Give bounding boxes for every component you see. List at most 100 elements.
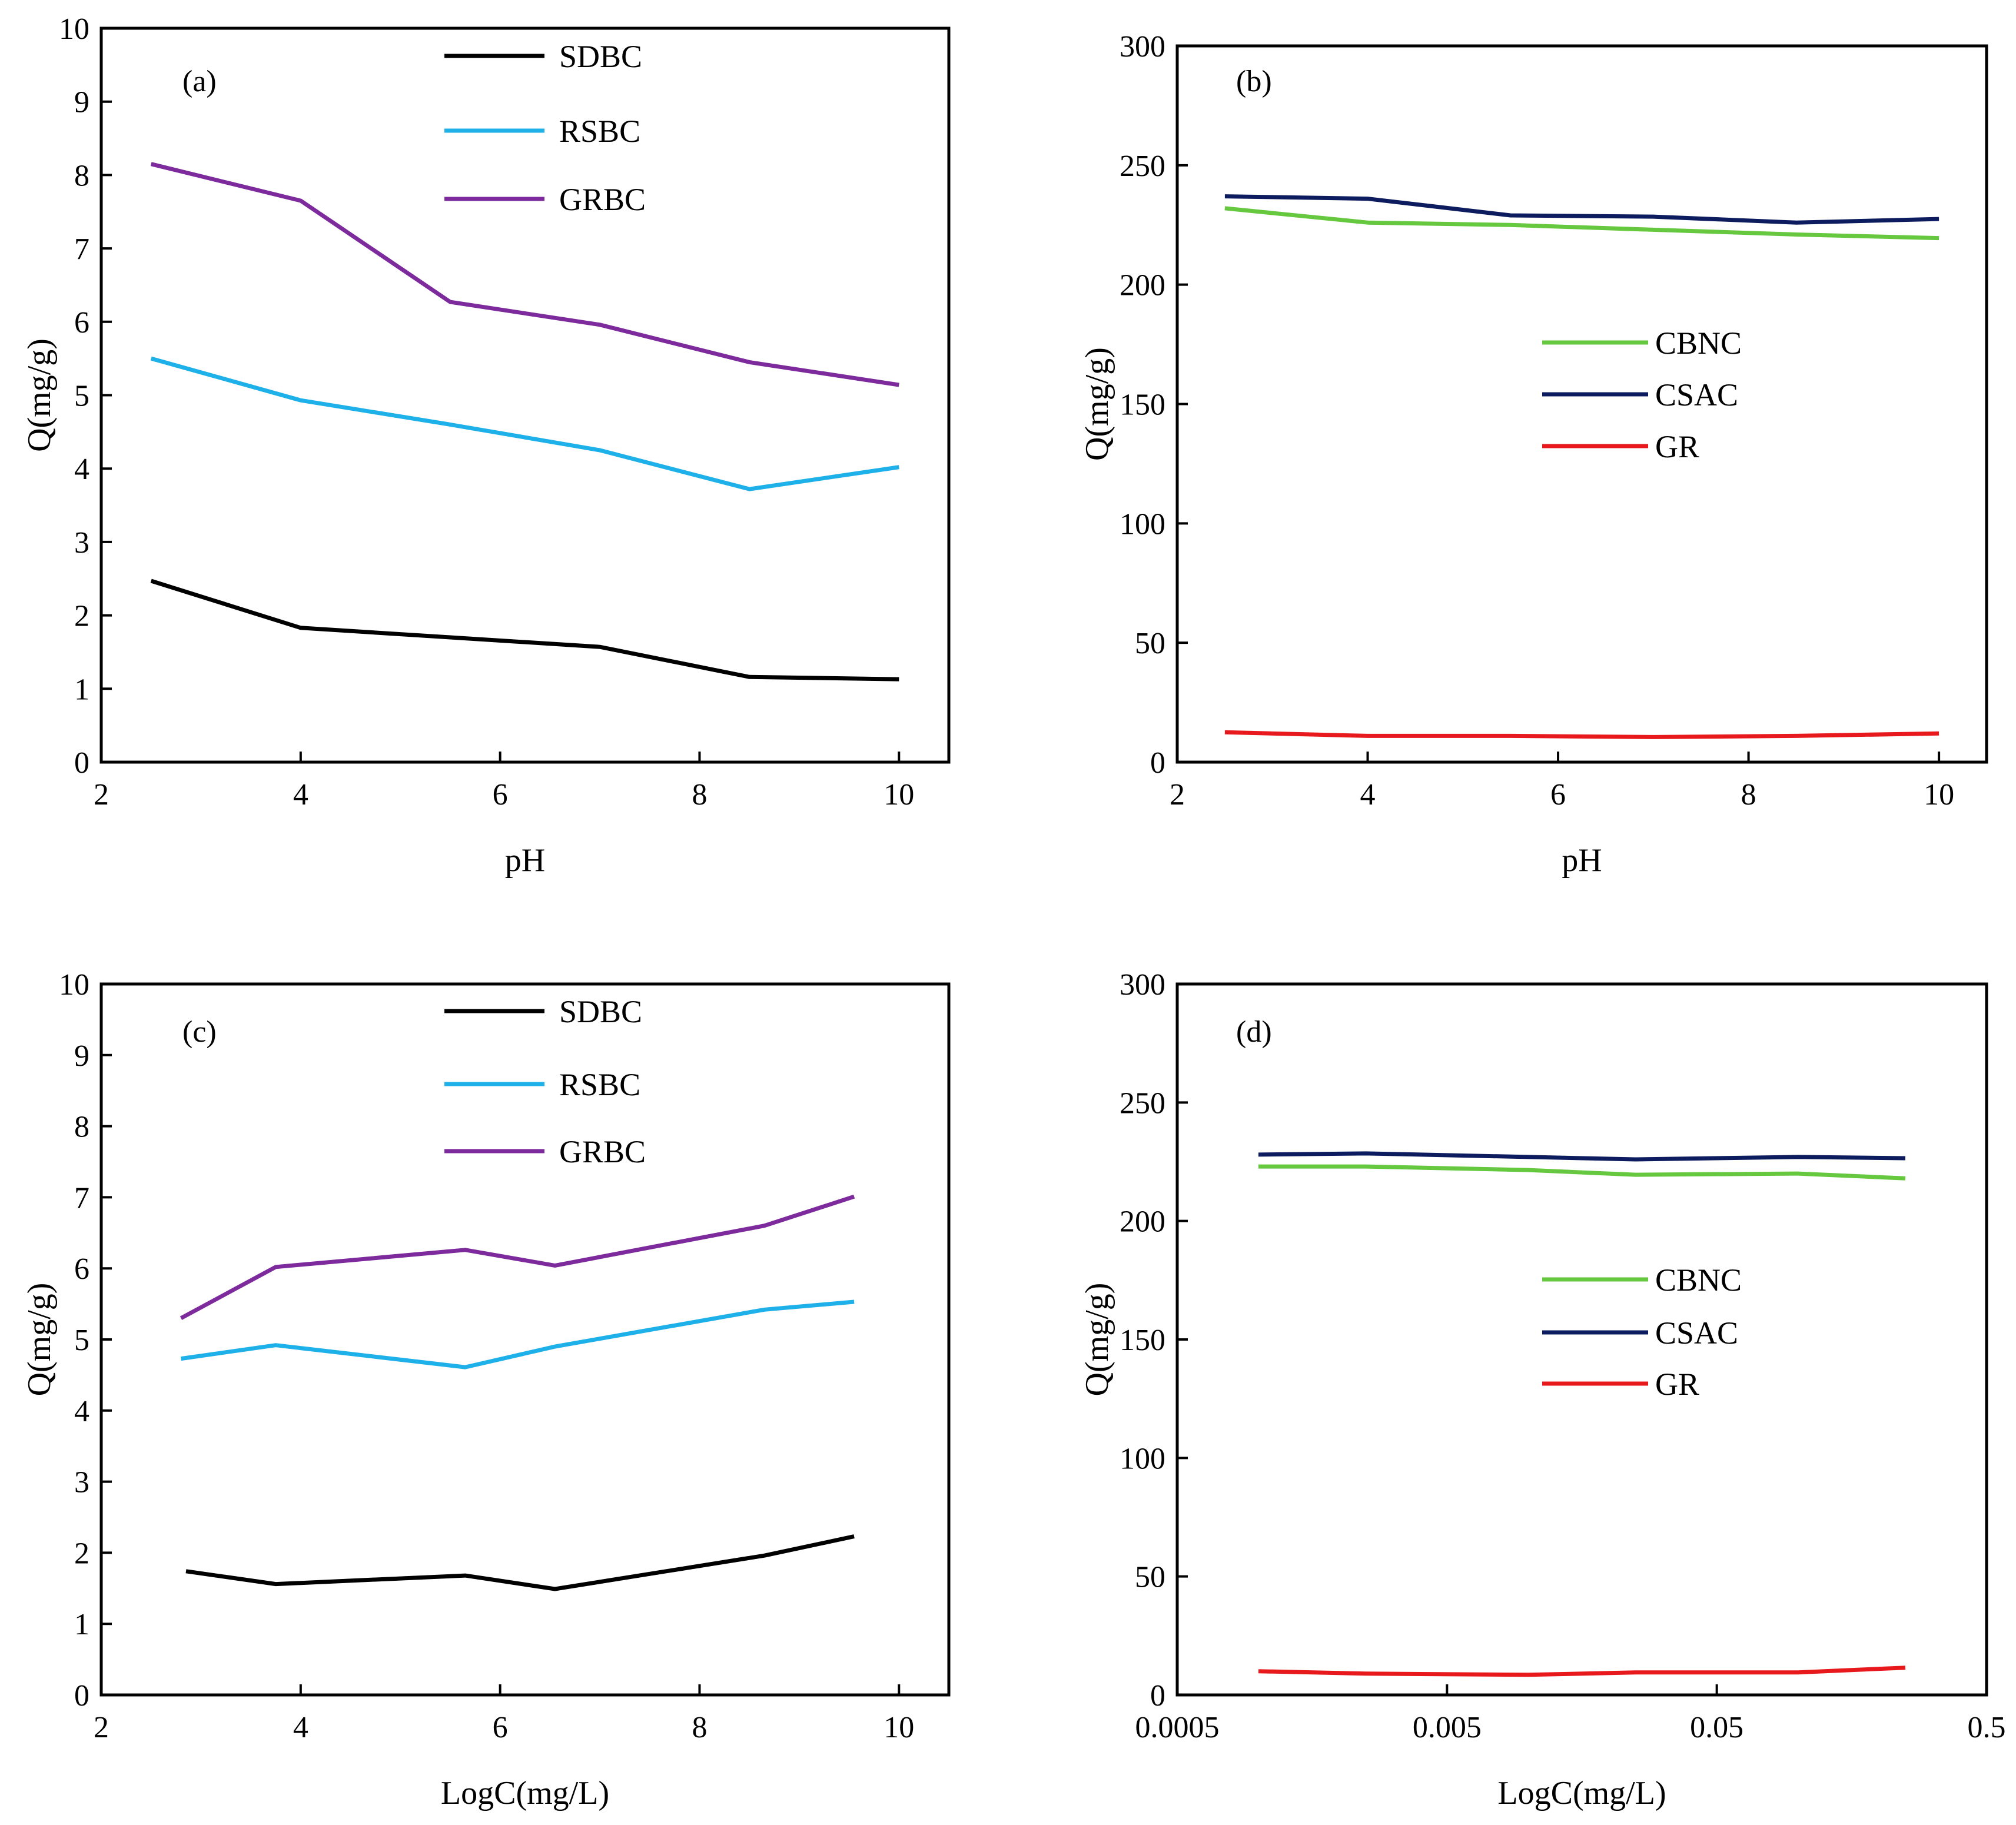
x-tick-label: 0.5 [1968,1711,2006,1744]
y-tick-label: 200 [1120,1205,1165,1239]
y-tick-label: 10 [59,968,89,1002]
series-line-cbnc [1258,1164,1906,1181]
y-tick-label: 50 [1135,627,1165,660]
x-tick-label: 8 [692,778,707,812]
y-tick-label: 1 [74,1608,89,1641]
x-tick-label: 2 [1170,778,1185,812]
y-tick-label: 0 [74,746,89,780]
y-tick-label: 7 [74,232,89,266]
y-tick-label: 200 [1120,269,1165,302]
y-tick-label: 10 [59,12,89,46]
x-tick-label: 10 [884,1711,914,1744]
y-axis-title: Q(mg/g) [21,338,58,452]
y-tick-label: 5 [74,1324,89,1357]
y-tick-label: 1 [74,673,89,706]
y-tick-label: 300 [1120,30,1165,64]
series-line-gr [1224,730,1939,739]
y-axis-title: Q(mg/g) [21,1283,58,1397]
series-line-cbnc [1224,206,1939,241]
y-tick-label: 0 [1150,746,1165,780]
y-tick-label: 5 [74,380,89,413]
y-tick-label: 9 [74,86,89,119]
y-tick-label: 4 [74,453,89,486]
series-line-sdbc [150,579,899,682]
x-axis-title: LogC(mg/L) [1497,1775,1666,1811]
x-axis-title: LogC(mg/L) [441,1775,609,1811]
x-tick-label: 4 [293,1711,308,1744]
legend-label: CSAC [1655,377,1738,413]
y-tick-label: 100 [1120,507,1165,541]
y-tick-label: 0 [1150,1679,1165,1713]
legend-label: RSBC [559,1067,640,1102]
panel-label: (b) [1236,65,1272,98]
plot-frame [99,26,951,764]
y-tick-label: 250 [1120,149,1165,183]
y-tick-label: 300 [1120,968,1165,1002]
y-tick-label: 150 [1120,388,1165,422]
x-tick-label: 2 [94,1711,109,1744]
series-line-rsbc [181,1299,855,1369]
legend-label: CSAC [1655,1315,1738,1351]
series-line-grbc [150,162,899,387]
series-line-rsbc [150,356,899,491]
y-tick-label: 7 [74,1181,89,1215]
x-tick-label: 0.005 [1413,1711,1482,1744]
legend-label: CBNC [1655,325,1742,361]
plot-frame [99,982,951,1697]
y-tick-label: 6 [74,306,89,340]
chart-panel-d: 0.0005 0.005 0.05 0.5 0 50 100 150 200 250 300 LogC… [1079,968,2006,1811]
y-tick-label: 3 [74,526,89,560]
series-line-grbc [180,1194,855,1320]
x-tick-label: 2 [94,778,109,812]
panel-label: (a) [182,65,217,98]
x-tick-label: 6 [1550,778,1566,812]
x-axis-title: pH [505,842,545,879]
x-tick-label: 6 [493,1711,508,1744]
x-tick-label: 10 [1924,778,1954,812]
chart-panel-b: 2 4 6 8 10050100150200250300pHQ(mg/g)(b)CBNC… [1079,30,1988,879]
y-tick-label: 250 [1120,1086,1165,1120]
y-axis-title: Q(mg/g) [1079,1283,1115,1397]
legend-label: RSBC [559,114,640,149]
x-tick-label: 10 [884,778,914,812]
x-tick-label: 6 [493,778,508,812]
x-tick-label: 0.0005 [1135,1711,1220,1744]
legend-label: CBNC [1655,1262,1742,1298]
series-line-sdbc [185,1534,855,1591]
y-tick-label: 2 [74,600,89,633]
y-tick-label: 50 [1135,1561,1165,1594]
chart-panel-c: 2 4 6 8 10 0 1 2 3 4 5 6 7 8 9 10 LogC(mg/L) Q(mg/g) (c) SD… [21,968,951,1811]
legend-label: GRBC [559,1134,646,1169]
y-tick-label: 3 [74,1466,89,1500]
plot-frame [1175,982,1988,1697]
x-tick-label: 4 [293,778,308,812]
y-tick-label: 0 [74,1679,89,1713]
y-tick-label: 6 [74,1252,89,1286]
x-tick-label: 8 [692,1711,707,1744]
y-axis-title: Q(mg/g) [1079,347,1115,461]
series-line-csac [1258,1151,1906,1162]
y-tick-label: 8 [74,1111,89,1144]
series-line-gr [1258,1666,1906,1677]
series-line-csac [1224,194,1939,225]
legend-label: SDBC [559,39,642,74]
y-tick-label: 150 [1120,1324,1165,1357]
chart-panel-a: 2 4 6 8 10 0 1 2 3 4 5 6 7 8 9 10 pH Q(mg/g) (a) SDBC RSBC GR… [21,12,951,879]
legend-label: GR [1655,1367,1699,1402]
y-tick-label: 4 [74,1395,89,1428]
x-tick-label: 4 [1360,778,1376,812]
x-axis-title: pH [1562,842,1602,879]
x-tick-label: 8 [1741,778,1756,812]
panel-label: (d) [1236,1015,1272,1049]
legend-label: GRBC [559,182,646,217]
y-tick-label: 100 [1120,1442,1165,1475]
y-tick-label: 8 [74,159,89,192]
x-tick-label: 0.05 [1690,1711,1743,1744]
y-tick-label: 9 [74,1039,89,1073]
plot-frame [1175,44,1988,764]
legend-label: GR [1655,429,1699,464]
legend-label: SDBC [559,994,642,1029]
y-tick-label: 2 [74,1537,89,1570]
panel-label: (c) [182,1015,217,1049]
